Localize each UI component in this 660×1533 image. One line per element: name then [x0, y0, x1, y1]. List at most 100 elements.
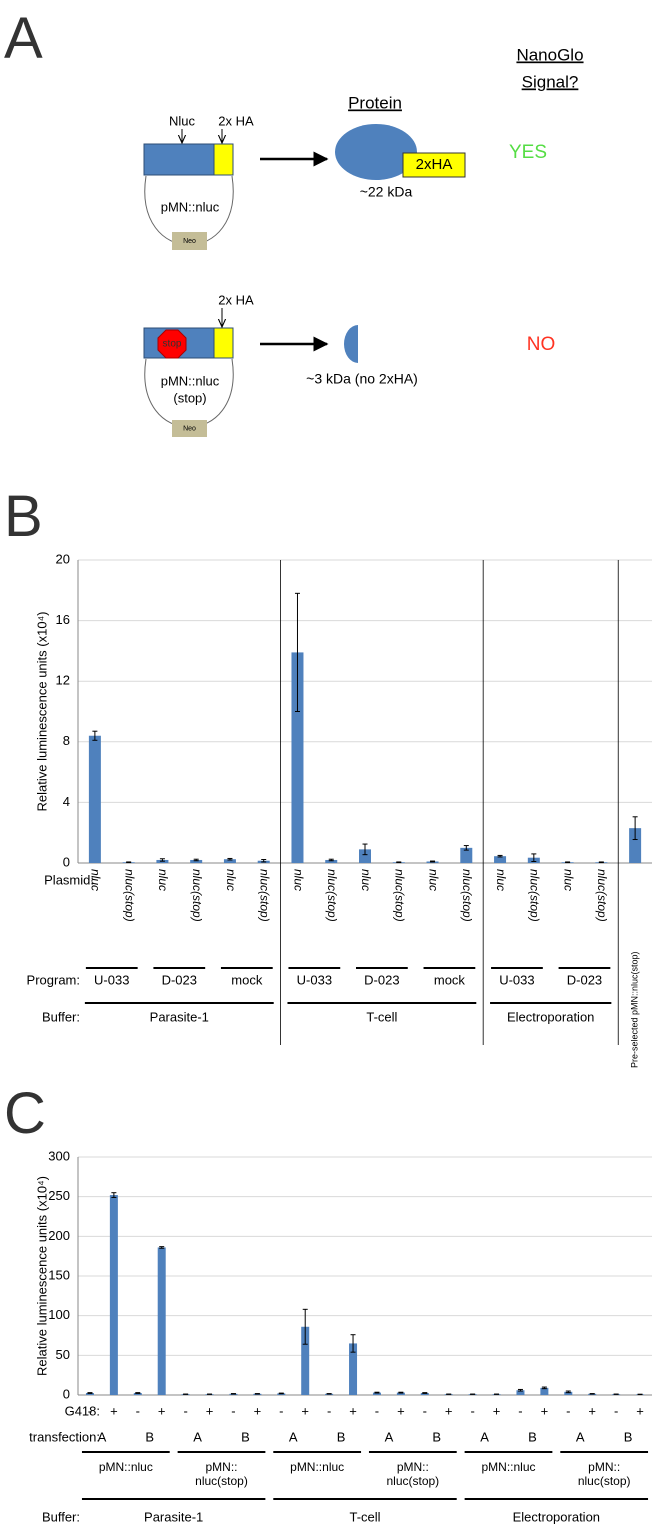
row-label: Plasmid: — [44, 872, 94, 887]
bar — [396, 1392, 405, 1395]
x-tick-label: - — [88, 1403, 92, 1418]
x-tick-label: + — [445, 1403, 453, 1418]
bar — [349, 1343, 358, 1395]
plasmid-label: pMN:: — [205, 1460, 237, 1474]
ha-tag — [402, 152, 466, 178]
plasmid-name: (stop) — [173, 390, 206, 405]
bar — [157, 1247, 166, 1395]
bar — [88, 735, 101, 863]
protein — [335, 124, 417, 180]
transfection-label: B — [145, 1429, 154, 1444]
bar — [540, 1387, 549, 1395]
plasmid-label: nluc(stop) — [195, 1474, 248, 1488]
transfection-label: A — [385, 1429, 394, 1444]
signal-heading: NanoGlo — [516, 45, 583, 64]
bar — [291, 652, 304, 863]
y-tick-label: 16 — [56, 612, 70, 627]
x-tick-label: + — [254, 1403, 262, 1418]
ha-tag — [213, 327, 234, 359]
plasmid-label: nluc(stop) — [578, 1474, 631, 1488]
bar — [85, 1393, 94, 1395]
bar — [109, 1195, 118, 1395]
x-tick-label: nluc(stop) — [258, 869, 272, 922]
x-tick-label: + — [301, 1403, 309, 1418]
x-tick-label: - — [470, 1403, 474, 1418]
x-tick-label: + — [636, 1403, 644, 1418]
buffer-label: T-cell — [366, 1009, 397, 1024]
transfection-label: A — [193, 1429, 202, 1444]
program-label: U-033 — [499, 972, 534, 987]
ha-label: 2x HA — [218, 292, 254, 307]
bar — [359, 849, 371, 863]
x-tick-label: nluc(stop) — [595, 869, 609, 922]
bar — [133, 1393, 142, 1395]
protein-size: ~22 kDa — [360, 184, 413, 200]
x-tick-label: - — [279, 1403, 283, 1418]
bar — [460, 847, 473, 863]
x-tick-label: nluc(stop) — [460, 869, 474, 922]
y-tick-label: 100 — [48, 1307, 70, 1322]
bar — [223, 859, 236, 863]
neo-box — [172, 232, 207, 250]
x-tick-label: nluc — [494, 869, 508, 891]
y-tick-label: 12 — [56, 673, 70, 688]
row-label: Buffer: — [42, 1509, 80, 1524]
x-tick-label: - — [614, 1403, 618, 1418]
nluc-label: Nluc — [169, 113, 196, 128]
plasmid-label: pMN:: — [588, 1460, 620, 1474]
bar — [372, 1392, 381, 1395]
tag-label: 2xHA — [416, 156, 453, 173]
x-tick-label: - — [423, 1403, 427, 1418]
buffer-label: T-cell — [349, 1509, 380, 1524]
neo-label: Neo — [183, 238, 196, 245]
signal: NO — [527, 334, 556, 355]
panel-label: C — [4, 1081, 46, 1146]
y-tick-label: 250 — [48, 1188, 70, 1203]
plasmid-name: pMN::nluc — [161, 373, 220, 388]
buffer-label: Electroporation — [507, 1009, 594, 1024]
transfection-label: B — [241, 1429, 250, 1444]
x-tick-label: nluc — [89, 869, 103, 891]
bar — [564, 1391, 573, 1395]
plasmid-label: nluc(stop) — [386, 1474, 439, 1488]
x-tick-label: nluc(stop) — [325, 869, 339, 922]
bar — [516, 1390, 525, 1395]
x-tick-label: + — [541, 1403, 549, 1418]
x-tick-label: - — [327, 1403, 331, 1418]
signal: YES — [509, 142, 547, 163]
panel-label: A — [4, 6, 43, 71]
y-tick-label: 150 — [48, 1267, 70, 1282]
x-tick-label: + — [588, 1403, 596, 1418]
bar — [420, 1393, 429, 1395]
y-axis-label: Relative luminescence units (x10⁴) — [34, 1176, 49, 1376]
y-tick-label: 4 — [63, 794, 70, 809]
x-tick-label: + — [206, 1403, 214, 1418]
protein-heading: Protein — [348, 93, 402, 112]
program-label: mock — [231, 972, 263, 987]
bar — [190, 859, 203, 863]
neo-label: Neo — [183, 425, 196, 432]
y-tick-label: 200 — [48, 1228, 70, 1243]
stop-label: stop — [163, 339, 182, 350]
plasmid-name: pMN::nluc — [161, 199, 220, 214]
x-tick-label: + — [397, 1403, 405, 1418]
row-label: G418: — [65, 1403, 100, 1418]
y-tick-label: 0 — [63, 1386, 70, 1401]
x-tick-label: + — [158, 1403, 166, 1418]
bar — [301, 1326, 310, 1395]
program-label: D-023 — [567, 972, 602, 987]
panel-a: A Protein NanoGlo Signal? Neo Nluc 2x HA… — [4, 6, 584, 437]
bar — [494, 856, 507, 863]
transfection-label: B — [528, 1429, 537, 1444]
buffer-label: Parasite-1 — [150, 1009, 209, 1024]
program-label: mock — [434, 972, 466, 987]
y-axis-label: Relative luminescence units (x10⁴) — [34, 612, 49, 812]
program-label: U-033 — [297, 972, 332, 987]
truncated-protein — [344, 325, 358, 363]
x-tick-label: nluc — [561, 869, 575, 891]
x-tick-label: + — [493, 1403, 501, 1418]
buffer-label: Electroporation — [513, 1509, 600, 1524]
ha-label: 2x HA — [218, 113, 254, 128]
transfection-label: A — [98, 1429, 107, 1444]
